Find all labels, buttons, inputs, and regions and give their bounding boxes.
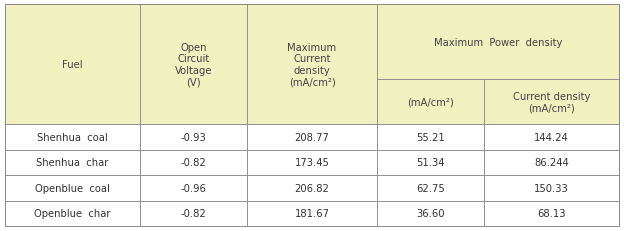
Text: Shenhua  char: Shenhua char	[36, 158, 109, 167]
Bar	[377, 125, 484, 150]
Bar	[377, 175, 484, 201]
Bar	[484, 201, 619, 226]
Bar	[247, 5, 377, 125]
Text: -0.96: -0.96	[181, 183, 207, 193]
Text: Shenhua  coal: Shenhua coal	[37, 132, 108, 142]
Text: 173.45: 173.45	[295, 158, 329, 167]
Text: 206.82: 206.82	[295, 183, 329, 193]
Text: Maximum
Current
density
(mA/cm²): Maximum Current density (mA/cm²)	[288, 43, 336, 87]
Bar	[377, 150, 484, 175]
Text: 150.33: 150.33	[534, 183, 569, 193]
Bar	[5, 125, 140, 150]
Bar	[140, 150, 247, 175]
Text: 86.244: 86.244	[534, 158, 569, 167]
Bar	[5, 175, 140, 201]
Text: -0.82: -0.82	[181, 208, 207, 218]
Text: Openblue  char: Openblue char	[34, 208, 111, 218]
Bar	[484, 150, 619, 175]
Text: Maximum  Power  density: Maximum Power density	[434, 37, 562, 47]
Text: Openblue  coal: Openblue coal	[35, 183, 110, 193]
Text: 181.67: 181.67	[295, 208, 329, 218]
Bar	[5, 201, 140, 226]
Text: 51.34: 51.34	[416, 158, 444, 167]
Text: 36.60: 36.60	[416, 208, 444, 218]
Text: 62.75: 62.75	[416, 183, 445, 193]
Text: Fuel: Fuel	[62, 60, 83, 70]
Bar	[484, 80, 619, 125]
Bar	[377, 80, 484, 125]
Bar	[247, 150, 377, 175]
Bar	[484, 175, 619, 201]
Text: Current density
(mA/cm²): Current density (mA/cm²)	[513, 91, 590, 113]
Bar	[377, 201, 484, 226]
Bar	[247, 125, 377, 150]
Bar	[377, 5, 619, 80]
Text: (mA/cm²): (mA/cm²)	[407, 97, 454, 107]
Bar	[140, 201, 247, 226]
Text: -0.82: -0.82	[181, 158, 207, 167]
Bar	[247, 175, 377, 201]
Text: 208.77: 208.77	[295, 132, 329, 142]
Bar	[140, 175, 247, 201]
Text: -0.93: -0.93	[181, 132, 207, 142]
Text: 144.24: 144.24	[534, 132, 569, 142]
Bar	[140, 5, 247, 125]
Bar	[5, 5, 140, 125]
Text: 55.21: 55.21	[416, 132, 445, 142]
Bar	[140, 125, 247, 150]
Text: Open
Circuit
Voltage
(V): Open Circuit Voltage (V)	[175, 43, 212, 87]
Bar	[247, 201, 377, 226]
Bar	[5, 150, 140, 175]
Bar	[484, 125, 619, 150]
Text: 68.13: 68.13	[537, 208, 565, 218]
